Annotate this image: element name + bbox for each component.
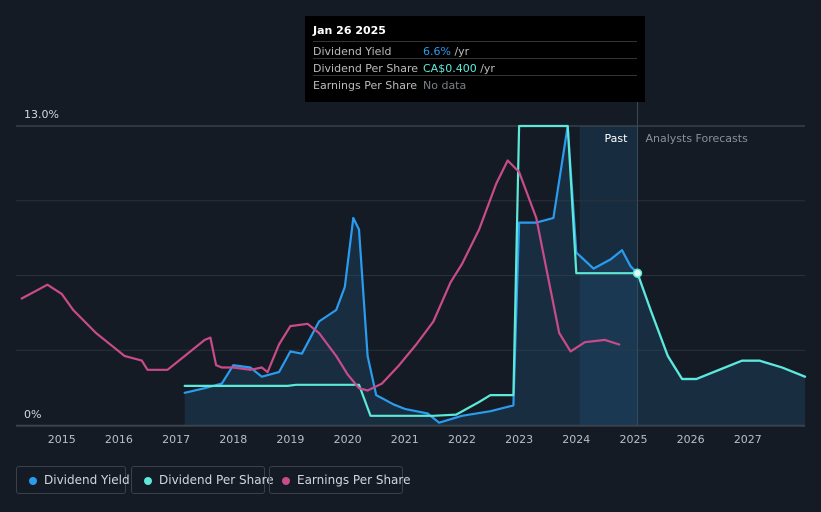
x-tick-label: 2018 <box>219 433 247 446</box>
legend-label: Dividend Per Share <box>159 473 274 487</box>
tooltip: Jan 26 2025 Dividend Yield 6.6% /yr Divi… <box>305 16 645 102</box>
forecast-label: Analysts Forecasts <box>645 132 748 145</box>
legend-label: Dividend Yield <box>44 473 130 487</box>
tooltip-label: Dividend Per Share <box>313 62 419 75</box>
series-line-2 <box>20 159 621 392</box>
tooltip-value: 6.6% <box>423 45 451 58</box>
series-area-0 <box>184 126 805 425</box>
x-tick-label: 2015 <box>48 433 76 446</box>
x-tick-label: 2017 <box>162 433 190 446</box>
legend-dot-icon <box>29 477 37 485</box>
x-tick-label: 2020 <box>334 433 362 446</box>
tooltip-row-dividend-yield: Dividend Yield 6.6% /yr <box>313 41 637 59</box>
x-tick-label: 2016 <box>105 433 133 446</box>
past-label: Past <box>605 132 629 145</box>
x-tick-label: 2019 <box>276 433 304 446</box>
x-tick-label: 2024 <box>562 433 590 446</box>
legend-dividend-per-share[interactable]: Dividend Per Share <box>131 466 274 494</box>
x-tick-label: 2026 <box>677 433 705 446</box>
tooltip-unit: /yr <box>450 45 470 58</box>
tooltip-row-dividend-per-share: Dividend Per Share CA$0.400 /yr <box>313 58 637 76</box>
legend-dividend-yield[interactable]: Dividend Yield <box>16 466 130 494</box>
tooltip-date: Jan 26 2025 <box>313 24 386 37</box>
tooltip-value: CA$0.400 <box>423 62 477 75</box>
legend-label: Earnings Per Share <box>297 473 411 487</box>
legend-earnings-per-share[interactable]: Earnings Per Share <box>269 466 410 494</box>
tooltip-label: Earnings Per Share <box>313 79 418 92</box>
tooltip-value: No data <box>423 79 467 92</box>
hover-marker <box>632 268 643 278</box>
x-tick-label: 2027 <box>734 433 762 446</box>
tooltip-row-earnings-per-share: Earnings Per Share No data <box>313 75 637 93</box>
tooltip-label: Dividend Yield <box>313 45 392 58</box>
legend-dot-icon <box>282 477 290 485</box>
legend-dot-icon <box>144 477 152 485</box>
y-tick-label: 0% <box>24 408 41 421</box>
x-tick-label: 2023 <box>505 433 533 446</box>
x-tick-label: 2025 <box>619 433 647 446</box>
x-tick-label: 2021 <box>391 433 419 446</box>
y-tick-label: 13.0% <box>24 108 59 121</box>
series-line-1 <box>183 124 807 417</box>
x-tick-label: 2022 <box>448 433 476 446</box>
tooltip-unit: /yr <box>476 62 495 75</box>
